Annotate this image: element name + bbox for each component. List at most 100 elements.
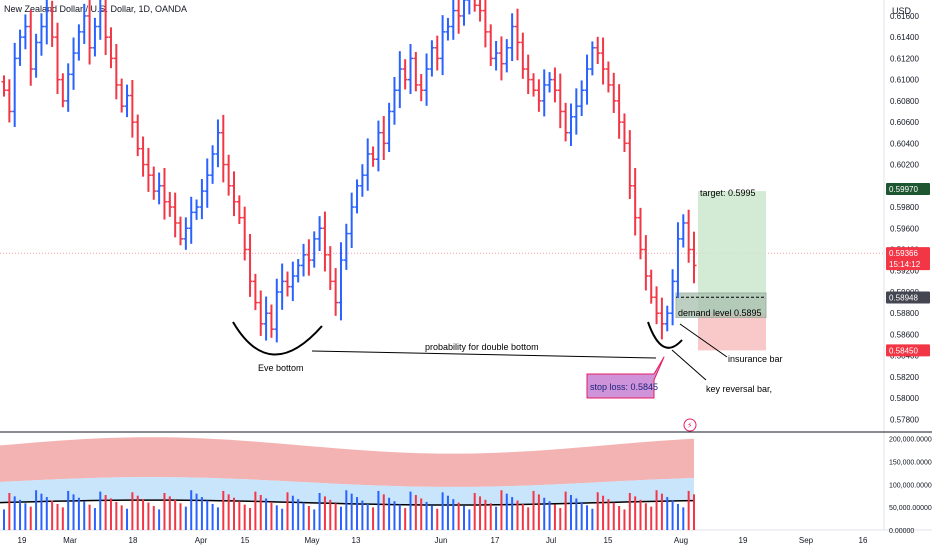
ohlc-bar [49,0,55,47]
double-bottom-line [311,350,657,359]
ohlc-bar [38,13,44,56]
ohlc-bar [686,209,692,263]
price-label-box [886,291,930,304]
price-label-text: 0.58450 [889,346,918,355]
volume-tick-label: 200,000.00000 [889,437,932,444]
stop-loss-callout [586,356,665,399]
ohlc-bar [124,84,130,118]
ohlc-bar [616,84,622,139]
ohlc-bar [365,138,371,191]
ohlc-bar [632,167,638,236]
ohlc-bar [418,73,424,102]
currency-label[interactable]: USD [892,6,912,16]
x-tick-label: 15 [241,536,250,545]
lightning-icon [683,418,697,432]
ohlc-bar [317,216,323,251]
y-tick-label: 0.60200 [890,161,919,170]
ohlc-bar [226,154,232,196]
volume-tick-label: 0.00000 [889,528,914,535]
ohlc-bar [638,207,644,260]
ohlc-bar [210,145,216,184]
reversal-arrow [671,349,707,381]
ohlc-bar [258,290,264,336]
ohlc-bar [135,114,141,157]
y-tick-label: 0.58000 [890,394,919,403]
ohlc-bar [156,172,162,205]
ohlc-bar [504,39,510,73]
y-tick-label: 0.61600 [890,12,919,21]
ohlc-bar [381,116,387,161]
ohlc-bar [22,14,28,50]
ohlc-bar [188,196,194,244]
ohlc-bar [563,102,569,142]
y-tick-label: 0.59600 [890,224,919,233]
price-label-text: 15:14:12 [889,260,921,269]
x-tick-label: 15 [604,536,613,545]
x-tick-label: 18 [129,536,138,545]
ohlc-bar [354,179,360,214]
ohlc-bar [680,214,686,248]
ohlc-bar [525,54,531,95]
ohlc-bar [311,231,317,268]
ohlc-bar [375,120,381,172]
ohlc-bar [327,246,333,291]
ohlc-bar [473,0,478,12]
y-tick-label: 0.59200 [890,267,919,276]
ohlc-bar [119,78,125,113]
ohlc-bar [370,146,376,167]
price-label-text: 0.58948 [889,293,918,302]
ohlc-bar [440,15,446,76]
stop-loss-label: stop loss: 0.5845 [590,382,658,392]
ohlc-bar [247,233,253,297]
x-tick-label: 19 [18,536,27,545]
ohlc-bar [493,40,499,71]
ohlc-bar [514,8,520,61]
ohlc-bar [167,191,173,217]
ohlc-bar [643,235,649,291]
ohlc-bar [97,0,103,40]
ohlc-bar [290,261,296,302]
ohlc-bar [33,33,39,78]
ohlc-bar [605,61,611,93]
ohlc-bar [6,79,12,123]
price-label-text: 0.59970 [889,185,918,194]
ohlc-bar [589,41,595,76]
ohlc-bar [611,72,617,113]
ohlc-bar [648,269,654,304]
x-tick-label: Jun [435,536,448,545]
ohlc-bar [391,76,397,125]
volume-tick-label: 150,000.00000 [889,459,932,466]
x-tick-label: 13 [352,536,361,545]
price-label-text: 0.59366 [889,249,918,258]
x-tick-label: 19 [739,536,748,545]
y-tick-label: 0.60600 [890,118,919,127]
ohlc-bar [274,278,280,343]
y-tick-label: 0.59800 [890,203,919,212]
price-label-box [886,344,930,357]
ohlc-bar [161,167,167,220]
ohlc-bar [600,37,606,85]
ohlc-bar [675,222,681,299]
ohlc-bar [461,0,467,26]
ohlc-bar [584,54,590,105]
x-tick-label: May [304,536,319,545]
ohlc-bar [424,53,430,106]
eve-bottom-label: Eve bottom [258,363,304,373]
ohlc-bar [456,0,462,34]
ohlc-bar [434,35,440,71]
ohlc-bar [44,0,50,45]
ohlc-bar [386,102,392,152]
ohlc-bar [402,59,408,90]
x-tick-label: 17 [491,536,500,545]
ohlc-bar [477,0,483,22]
ohlc-bar [194,199,200,220]
ohlc-bar [408,43,414,95]
ohlc-bar [231,171,237,217]
ohlc-bar [547,72,553,93]
ohlc-bar [654,286,660,325]
volume-upper-band [0,437,694,487]
ohlc-bar [279,263,285,310]
ohlc-bar [113,43,119,100]
ohlc-bar [333,268,339,316]
